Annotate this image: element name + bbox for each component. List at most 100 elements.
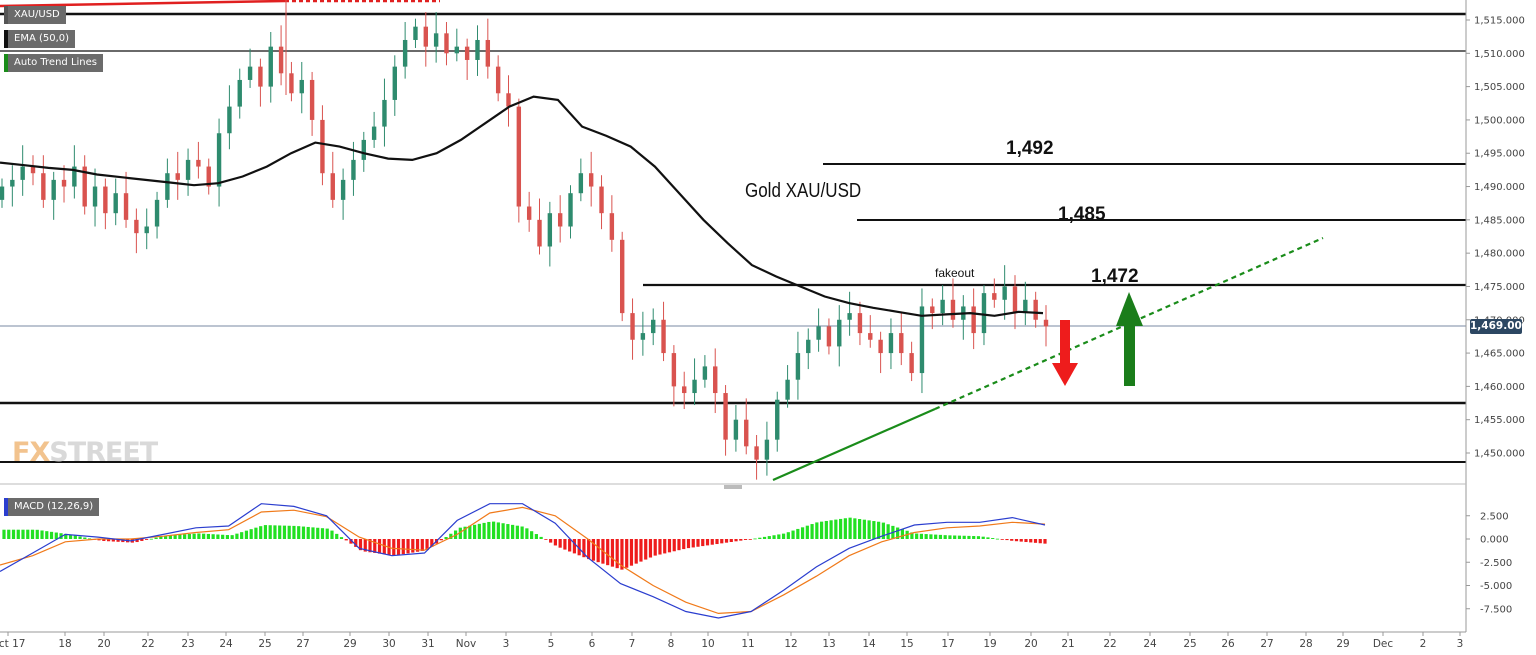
candle-body (702, 366, 708, 380)
macd-histogram-bar (934, 534, 938, 539)
trend-label[interactable]: Auto Trend Lines (4, 54, 103, 72)
candle-body (103, 186, 108, 214)
macd-label[interactable]: MACD (12,26,9) (4, 498, 100, 516)
macd-histogram-bar (886, 524, 890, 539)
macd-histogram-bar (216, 534, 220, 539)
macd-histogram-bar (197, 533, 201, 539)
candle-body (361, 139, 366, 160)
macd-histogram-bar (425, 539, 429, 551)
up-arrow-head (1116, 292, 1143, 326)
macd-histogram-bar (159, 536, 163, 539)
candle-body (981, 293, 987, 334)
macd-histogram-bar (781, 533, 786, 539)
macd-histogram-bar (211, 534, 215, 539)
candle-body (557, 213, 563, 227)
candle-body (309, 79, 315, 120)
candle-body (940, 299, 945, 314)
macd-histogram-bar (487, 521, 491, 539)
y-tick-label: 1,475.000 (1474, 282, 1525, 293)
macd-histogram-bar (953, 535, 957, 539)
macd-histogram-bar (406, 539, 410, 554)
ema-label[interactable]: EMA (50,0) (4, 30, 76, 48)
macd-histogram-bar (534, 534, 538, 539)
candle-body (268, 46, 273, 87)
macd-histogram-bar (625, 539, 629, 568)
macd-histogram-bar (938, 534, 943, 539)
macd-histogram-bar (97, 539, 101, 541)
candle-body (537, 219, 542, 247)
macd-histogram-bar (401, 539, 405, 555)
y-tick-label: 1,495.000 (1474, 149, 1525, 160)
x-tick-label: 8 (668, 638, 675, 650)
macd-histogram-bar (59, 533, 63, 539)
macd-histogram-bar (16, 529, 20, 539)
macd-histogram-bar (701, 539, 705, 547)
candle-body (237, 79, 242, 107)
x-tick-label: Dec (1373, 638, 1394, 650)
fxstreet-watermark: FXSTREET (12, 437, 158, 468)
candle-body (754, 446, 759, 460)
macd-histogram-bar (325, 528, 329, 539)
macd-histogram-bar (496, 522, 500, 539)
macd-histogram-bar (539, 536, 543, 539)
macd-histogram-bar (358, 539, 363, 551)
macd-histogram-bar (282, 525, 287, 539)
macd-histogram-bar (330, 530, 334, 539)
candle-body (258, 66, 263, 87)
x-tick-label: 25 (258, 638, 271, 650)
macd-histogram-bar (1014, 539, 1019, 542)
candle-body (744, 419, 749, 447)
ema-label-text: EMA (50,0) (14, 33, 70, 44)
macd-histogram-bar (2, 529, 6, 539)
macd-histogram-bar (705, 539, 710, 546)
macd-histogram-bar (791, 530, 795, 539)
level-1492-label: 1,492 (1006, 138, 1054, 159)
macd-histogram-bar (335, 533, 339, 539)
x-tick-label: 30 (382, 638, 395, 650)
macd-histogram-bar (311, 527, 315, 539)
candle-body (857, 313, 863, 334)
macd-histogram-bar (164, 535, 168, 539)
macd-histogram-bar (881, 522, 885, 539)
candle-body (578, 173, 584, 194)
macd-histogram-bar (772, 535, 776, 539)
candle-body (1043, 319, 1049, 327)
macd-histogram-bar (629, 539, 634, 566)
macd-histogram-bar (848, 517, 852, 539)
y-tick-label: 1,505.000 (1474, 82, 1525, 93)
x-tick-label: 17 (941, 638, 954, 650)
macd-histogram-bar (710, 539, 714, 545)
macd-histogram-bar (225, 535, 230, 539)
candle-body (227, 106, 232, 134)
candle-body (454, 46, 460, 54)
macd-histogram-bar (753, 538, 757, 540)
y-tick-label: 1,455.000 (1474, 415, 1525, 426)
macd-histogram-bar (1010, 539, 1014, 541)
macd-histogram-bar (720, 539, 724, 544)
macd-histogram-bar (1043, 539, 1047, 544)
macd-histogram-bar (254, 527, 258, 539)
macd-y-tick-label: -5.000 (1480, 581, 1512, 592)
macd-histogram-bar (805, 525, 809, 539)
macd-histogram-bar (577, 539, 581, 556)
macd-histogram-bar (967, 535, 971, 539)
macd-histogram-bar (686, 539, 691, 549)
macd-histogram-bar (64, 533, 68, 539)
candle-body (185, 159, 191, 180)
macd-histogram-bar (30, 529, 35, 539)
candle-body (930, 306, 935, 314)
macd-histogram-bar (259, 526, 263, 539)
x-tick-label: 22 (1103, 638, 1116, 650)
macd-histogram-bar (297, 526, 301, 539)
candle-body (526, 206, 532, 220)
instrument-label[interactable]: XAU/USD (4, 6, 66, 24)
x-tick-label: 20 (1024, 638, 1037, 650)
y-tick-label: 1,485.000 (1474, 215, 1525, 226)
macd-histogram-bar (596, 539, 600, 563)
macd-histogram-bar (691, 539, 695, 548)
candle-body (888, 333, 894, 354)
macd-histogram-bar (1024, 539, 1028, 543)
macd-histogram-bar (11, 529, 16, 539)
macd-histogram-bar (377, 539, 382, 554)
